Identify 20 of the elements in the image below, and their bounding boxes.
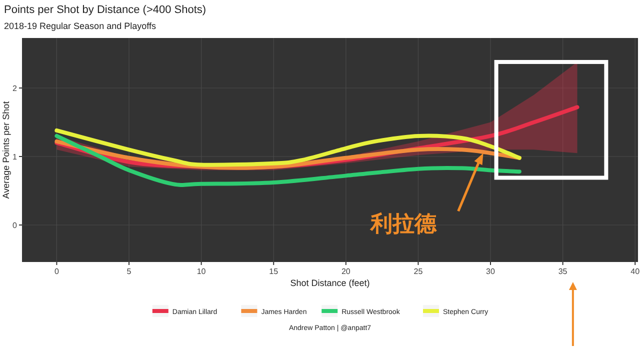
annotation: 利拉德 bbox=[369, 211, 438, 236]
x-axis-title: Shot Distance (feet) bbox=[290, 278, 370, 288]
x-tick-label: 15 bbox=[269, 267, 279, 276]
y-tick-label: 2 bbox=[12, 84, 18, 94]
x-tick-label: 0 bbox=[54, 267, 60, 276]
chart-subtitle: 2018-19 Regular Season and Playoffs bbox=[4, 21, 156, 31]
x-tick-label: 5 bbox=[126, 267, 132, 276]
x-tick-label: 30 bbox=[486, 267, 496, 276]
chart-title: Points per Shot by Distance (>400 Shots) bbox=[4, 4, 206, 16]
x-tick-label: 25 bbox=[414, 267, 424, 276]
y-tick-label: 1 bbox=[12, 152, 18, 162]
line-series bbox=[54, 139, 522, 170]
x-tick-label: 40 bbox=[630, 267, 640, 276]
x-tick-label: 20 bbox=[341, 267, 351, 276]
x-tick-label: 35 bbox=[558, 267, 568, 276]
x-tick-label: 10 bbox=[196, 267, 206, 276]
y-tick-label: 0 bbox=[12, 221, 18, 230]
y-axis-title: Average Points per Shot bbox=[1, 100, 11, 199]
line-series bbox=[54, 128, 522, 167]
line-series bbox=[54, 134, 522, 187]
